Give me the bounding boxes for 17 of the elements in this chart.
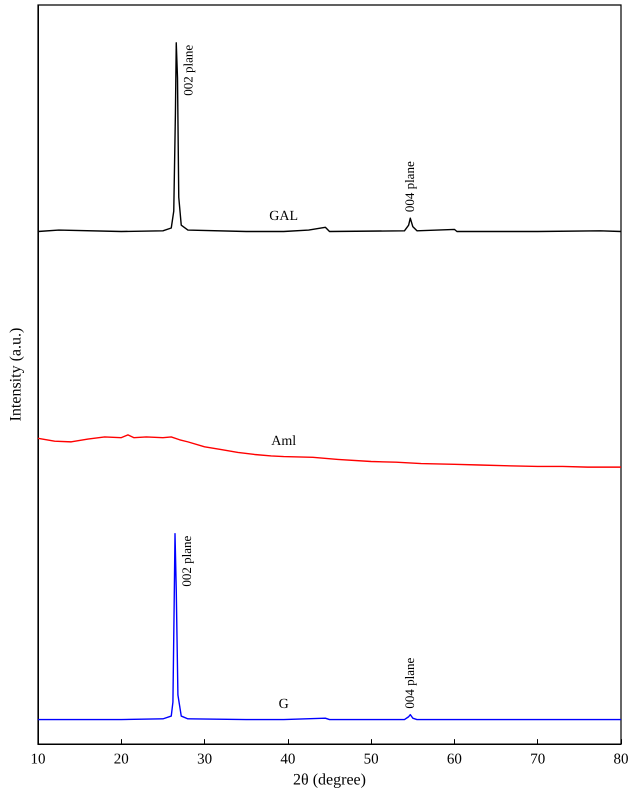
x-tick-label: 80 [614,752,628,768]
x-tick-label: 20 [114,752,129,768]
series-label: G [278,697,289,712]
x-tick-label: 70 [530,752,546,768]
annotation: 004 plane [402,161,417,212]
annotation: 002 plane [180,44,196,96]
annotation: 002 plane [179,536,194,587]
x-tick-label: 50 [364,752,379,768]
x-tick-label: 60 [446,752,462,768]
x-tick-label: 30 [197,752,212,768]
x-axis-title: 2θ (degree) [293,772,366,788]
series-label: Aml [271,434,296,450]
y-axis-title: Intensity (a.u.) [8,328,24,422]
annotation: 004 plane [402,658,417,709]
x-tick-label: 40 [280,752,296,768]
series-label: GAL [269,209,298,224]
x-tick-label: 10 [30,752,46,768]
